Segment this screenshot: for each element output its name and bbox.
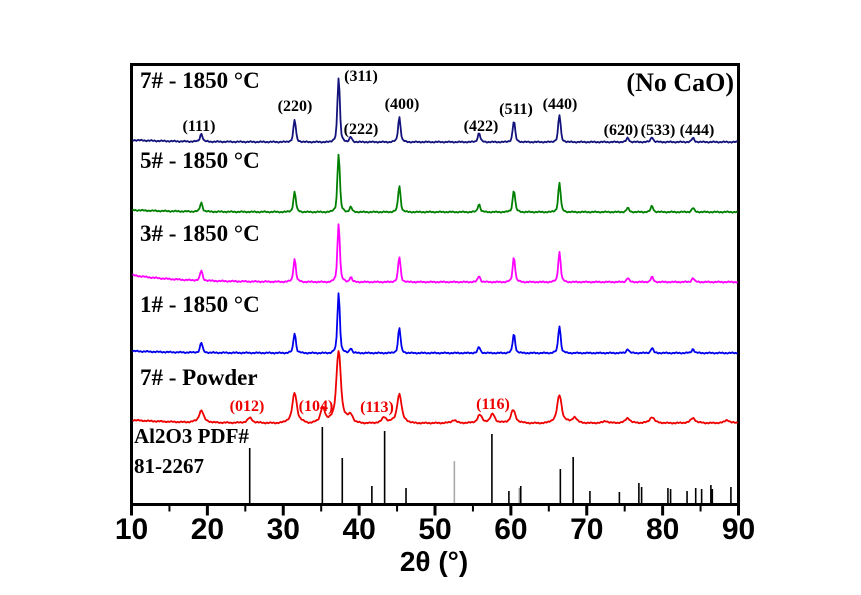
x-tick-label-20: 20 xyxy=(190,513,225,546)
corundum-peak-label-116: (116) xyxy=(476,396,510,413)
peak-label-620: (620) xyxy=(603,122,639,139)
x-tick-label-60: 60 xyxy=(494,513,528,546)
annotation-no-cao: (No CaO) xyxy=(626,68,734,97)
trace-label-5: 7# - Powder xyxy=(140,365,258,390)
trace-label-4: 1# - 1850 °C xyxy=(140,292,260,317)
trace-label-1: 7# - 1850 °C xyxy=(140,68,260,93)
x-tick-label-30: 30 xyxy=(266,513,300,546)
plot-frame xyxy=(130,63,740,506)
corundum-peak-label-012: (012) xyxy=(229,398,265,415)
peak-label-222: (222) xyxy=(343,121,379,138)
xrd-trace-5 xyxy=(132,350,739,425)
reference-pdf-label-line2: 81-2267 xyxy=(134,454,204,478)
peak-label-311: (311) xyxy=(344,68,378,85)
peak-label-440: (440) xyxy=(542,96,578,113)
xrd-trace-1 xyxy=(132,77,738,144)
x-tick-label-70: 70 xyxy=(570,513,604,546)
xrd-trace-3 xyxy=(132,223,738,284)
reference-pdf-label-line1: Al2O3 PDF# xyxy=(134,424,249,448)
x-tick-label-40: 40 xyxy=(342,513,376,546)
peak-label-444: (444) xyxy=(679,122,715,139)
x-tick-label-50: 50 xyxy=(418,513,452,546)
peak-label-533: (533) xyxy=(640,122,676,139)
peak-label-220: (220) xyxy=(277,98,313,115)
peak-label-111: (111) xyxy=(182,118,216,135)
x-tick-label-80: 80 xyxy=(645,513,680,546)
corundum-peak-label-104: (104) xyxy=(298,398,334,415)
peak-label-422: (422) xyxy=(463,118,499,135)
x-tick-label-90: 90 xyxy=(721,513,756,546)
trace-label-2: 5# - 1850 °C xyxy=(140,148,260,173)
xrd-trace-2 xyxy=(131,153,738,214)
peak-label-511: (511) xyxy=(499,101,533,118)
trace-label-3: 3# - 1850 °C xyxy=(140,221,260,246)
corundum-peak-label-113: (113) xyxy=(360,399,394,416)
x-axis-title: 2θ (°) xyxy=(399,546,469,577)
peak-label-400: (400) xyxy=(384,96,420,113)
x-tick-label-10: 10 xyxy=(114,513,149,546)
xrd-trace-4 xyxy=(131,292,738,355)
